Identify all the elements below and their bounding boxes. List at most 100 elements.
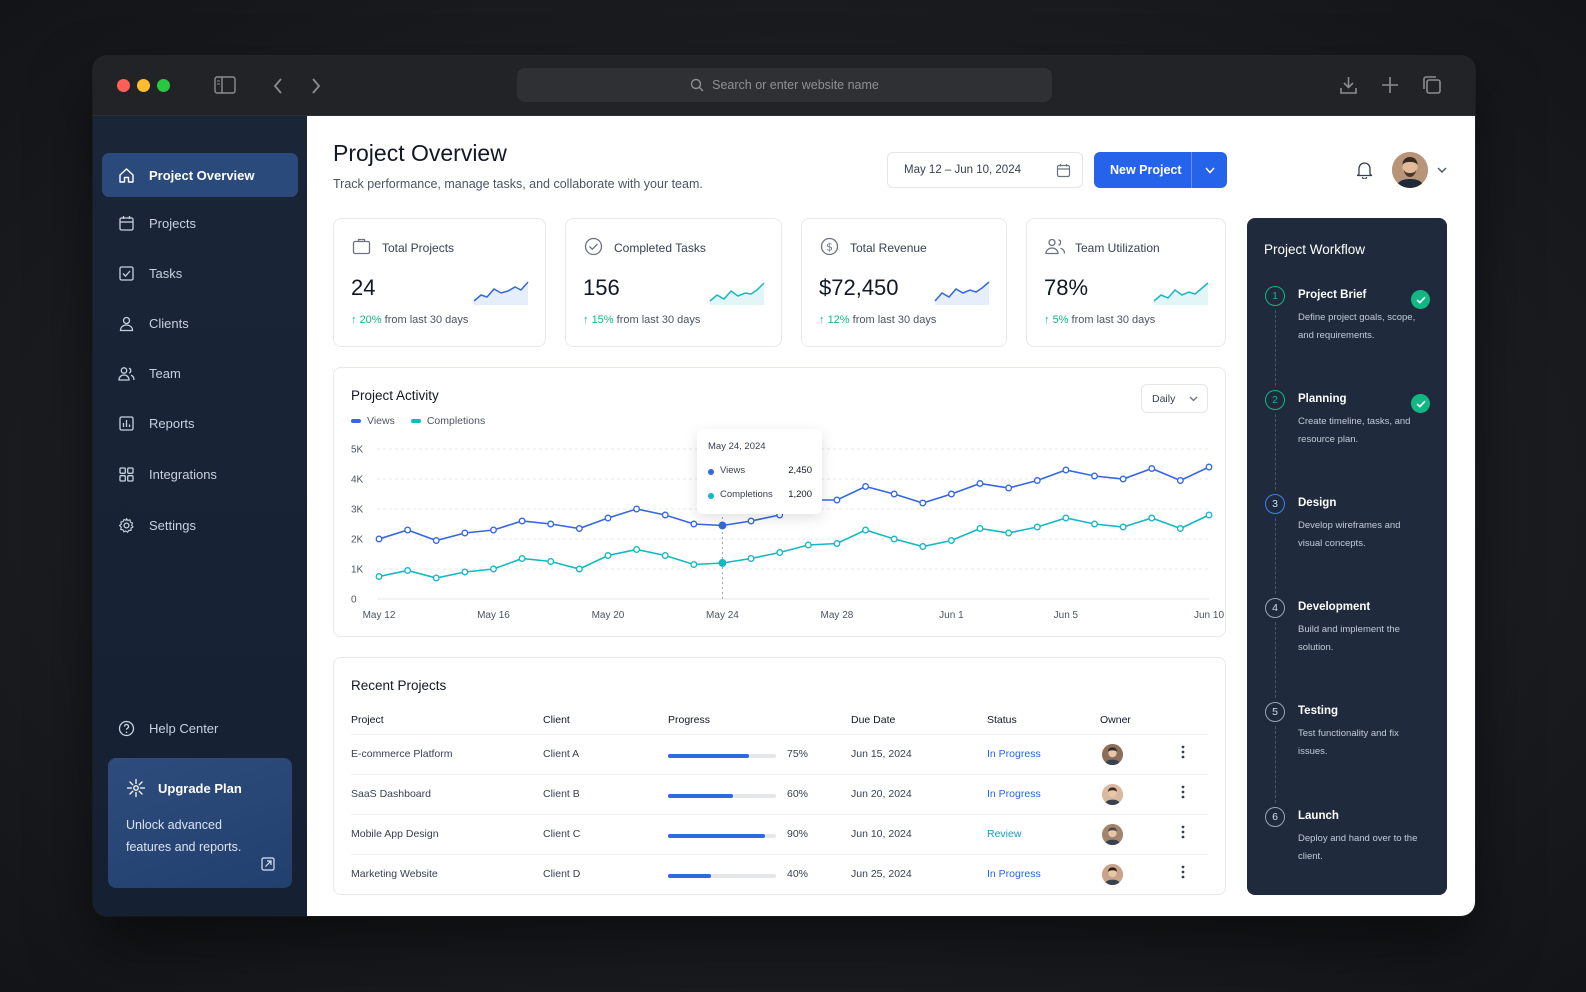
step-description: Define project goals, scope, and require… [1298,312,1416,341]
data-point [375,573,383,580]
external-link-icon[interactable] [261,857,275,871]
check-icon [1411,394,1430,413]
sidebar-toggle-icon[interactable] [214,76,236,94]
row-menu-icon[interactable] [1181,865,1185,884]
sparkline-chart [473,281,529,305]
owner-avatar[interactable] [1102,864,1123,885]
sidebar-item-label: Clients [149,315,189,331]
step-title[interactable]: Testing [1298,705,1339,717]
data-point [404,567,412,574]
step-title[interactable]: Project Brief [1298,289,1367,301]
owner-avatar[interactable] [1102,744,1123,765]
owner-avatar[interactable] [1102,784,1123,805]
data-point [461,568,469,576]
col-header-progress: Progress [668,714,711,726]
data-point [1091,520,1098,528]
data-point [690,520,698,528]
kpi-label: Total Revenue [850,241,927,255]
new-project-button[interactable]: New Project [1110,163,1182,177]
team-icon [1045,238,1066,255]
data-point [1033,523,1041,531]
y-tick-label: 5K [351,445,364,456]
tabs-icon[interactable] [1422,75,1442,95]
data-point [1119,475,1127,483]
step-connector [1275,726,1276,803]
data-point [804,541,812,549]
due-date-cell: Jun 20, 2024 [851,788,912,800]
sidebar-item-projects[interactable]: Projects [102,201,298,245]
help-center-link[interactable]: Help Center [102,706,298,750]
data-point [461,529,469,537]
data-point [633,546,641,553]
table-row[interactable]: Marketing Website Client D 40% Jun 25, 2024… [351,854,1208,894]
help-center-label: Help Center [149,720,219,736]
step-description: Develop wireframes and visual concepts. [1298,520,1401,549]
x-tick-label: May 24 [706,610,739,621]
sidebar-item-label: Reports [149,415,195,431]
sidebar-item-settings[interactable]: Settings [102,503,298,547]
row-menu-icon[interactable] [1181,785,1185,804]
forward-icon[interactable] [310,77,322,95]
bell-icon[interactable] [1356,160,1373,179]
step-title[interactable]: Launch [1298,810,1339,822]
owner-avatar[interactable] [1102,824,1123,845]
table-row[interactable]: Mobile App Design Client C 90% Jun 10, 2024… [351,814,1208,854]
avatar[interactable] [1392,152,1428,188]
step-title[interactable]: Development [1298,601,1371,613]
minimize-window-button[interactable] [137,79,150,92]
status-cell: In Progress [987,868,1041,880]
date-range-picker[interactable]: May 12 – Jun 10, 2024 [887,152,1083,188]
step-number: 2 [1265,390,1285,410]
tooltip-completions-value: 1,200 [788,489,812,500]
sidebar-item-team[interactable]: Team [102,351,298,395]
table-row[interactable]: E-commerce Platform Client A 75% Jun 15, 20… [351,734,1208,774]
status-cell: In Progress [987,788,1041,800]
row-menu-icon[interactable] [1181,745,1185,764]
y-tick-label: 0 [351,595,357,606]
data-point [490,526,497,534]
range-select[interactable]: Daily [1141,384,1208,413]
step-number: 1 [1265,286,1285,306]
sidebar-item-clients[interactable]: Clients [102,301,298,345]
row-menu-icon[interactable] [1181,825,1185,844]
browser-window: Search or enter website name Project Ove… [93,56,1475,916]
progress-bar-fill [668,834,766,838]
data-point [661,511,669,519]
col-header-owner: Owner [1100,714,1131,726]
kpi-delta: ↑ 15% from last 30 days [583,314,701,326]
kpi-value: 78% [1044,275,1089,300]
progress-bar-fill [668,874,712,878]
sidebar-item-reports[interactable]: Reports [102,401,298,445]
sidebar-item-label: Settings [149,517,196,533]
sidebar-item-project-overview[interactable]: Project Overview [102,153,298,197]
data-point [1033,477,1041,484]
data-point [404,526,412,534]
sidebar-item-integrations[interactable]: Integrations [102,452,298,496]
check-icon [1411,290,1430,309]
url-bar[interactable]: Search or enter website name [517,68,1052,102]
data-point [518,555,526,562]
data-point [1005,529,1013,537]
upgrade-plan-card[interactable]: Upgrade Plan Unlock advanced features an… [108,758,292,888]
step-connector [1275,414,1276,490]
x-tick-label: Jun 1 [939,610,964,621]
data-point [976,480,984,487]
data-point [862,483,870,490]
table-row[interactable]: SaaS Dashboard Client B 60% Jun 20, 2024 In … [351,774,1208,814]
close-window-button[interactable] [117,79,130,92]
step-number: 5 [1265,702,1285,722]
step-title[interactable]: Planning [1298,393,1347,405]
download-icon[interactable] [1339,75,1358,95]
step-title[interactable]: Design [1298,497,1337,509]
maximize-window-button[interactable] [157,79,170,92]
sidebar-item-tasks[interactable]: Tasks [102,251,298,295]
upgrade-desc-line2: features and reports. [126,840,242,854]
new-project-dropdown[interactable] [1191,152,1227,188]
project-name-cell: Marketing Website [351,868,438,880]
plus-icon[interactable] [1381,76,1399,94]
chevron-down-icon[interactable] [1437,167,1447,174]
back-icon[interactable] [272,77,284,95]
kpi-label: Team Utilization [1075,241,1160,255]
x-tick-label: Jun 10 [1194,610,1224,621]
data-point [1176,477,1184,484]
